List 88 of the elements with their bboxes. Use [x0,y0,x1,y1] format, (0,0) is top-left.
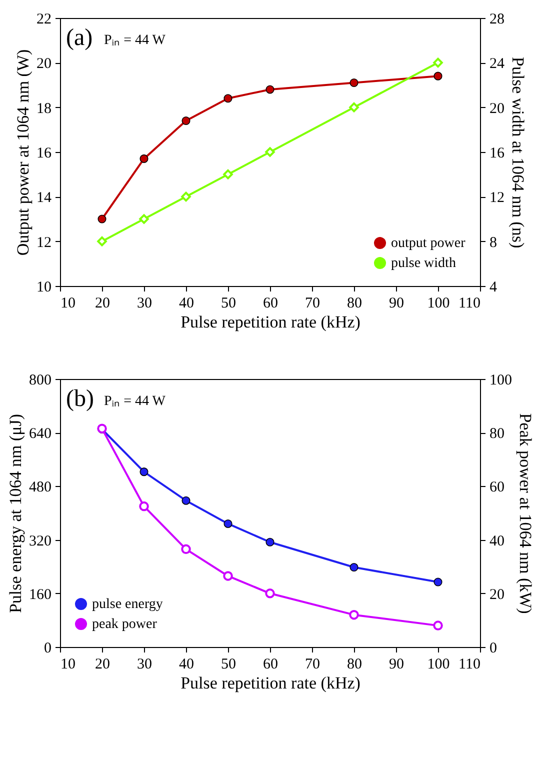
x-tick-label: 100 [427,296,450,312]
point [224,94,232,103]
x-tick-label: 80 [347,656,362,672]
y2-tick-label: 20 [490,586,504,603]
x-tick-label: 10 [60,296,76,312]
point [433,620,443,630]
y-tick-label: 14 [36,190,52,206]
point [181,192,191,202]
y-tick-label: 16 [36,146,52,162]
y2-tick-label: 100 [490,372,512,388]
x-tick-label: 110 [458,656,480,672]
point [434,578,442,586]
x-tick-label: 80 [347,296,362,312]
y-tick-label: 12 [36,234,52,251]
y-axis-title: Output power at 1064 nm (W) [14,49,32,256]
y-tick-label: 0 [44,640,52,656]
point [98,214,106,224]
point [434,72,442,80]
y-axis-title: Pulse energy at 1064 nm (μJ) [6,414,25,614]
point [265,147,275,157]
y2-tick-label: 4 [490,280,498,296]
x-tick-label: 40 [179,656,194,672]
point [224,519,232,528]
annotation: Pᵢₙ = 44 W [104,394,166,409]
point [140,468,148,476]
legend-label: pulse energy [92,597,163,612]
x-tick-label: 50 [221,296,236,312]
x-axis-title: Pulse repetition rate (kHz) [180,312,360,332]
y-tick-label: 10 [36,280,52,296]
legend-label: pulse width [391,256,456,271]
y-tick-label: 480 [29,480,52,496]
point [223,169,233,180]
annotation: Pᵢₙ = 44 W [104,33,166,48]
y2-tick-label: 28 [490,12,504,28]
point [266,538,274,546]
x-tick-label: 40 [179,296,194,312]
point [266,85,274,94]
y-tick-label: 320 [29,533,52,550]
y2-tick-label: 20 [490,100,504,117]
x-tick-label: 90 [389,656,404,672]
y-tick-label: 640 [29,426,52,442]
point [349,102,359,112]
x-tick-label: 50 [221,656,236,672]
point [350,563,358,572]
point [349,610,359,620]
point [140,154,148,163]
x-tick-label: 90 [389,296,404,312]
point [139,214,149,224]
point [181,544,191,554]
y2-tick-label: 24 [490,56,505,72]
point [433,58,443,68]
y2-tick-label: 80 [490,426,504,442]
point [139,501,149,512]
point [223,571,233,581]
point [182,116,190,125]
x-tick-label: 30 [137,656,152,672]
x-tick-label: 70 [305,656,320,672]
annotation: (b) [66,386,94,412]
legend-label: output power [391,236,466,251]
y-tick-label: 22 [36,12,52,28]
x-tick-label: 20 [95,296,110,312]
y2-tick-label: 40 [490,533,504,550]
x-axis-title: Pulse repetition rate (kHz) [180,674,360,692]
point [265,588,275,598]
x-tick-label: 60 [263,656,278,672]
x-tick-label: 110 [458,296,480,312]
x-tick-label: 10 [60,656,76,672]
legend-label: peak power [92,617,158,632]
point [97,236,107,246]
x-tick-label: 60 [263,296,278,312]
x-tick-label: 70 [305,296,320,312]
y2-axis-title: Pulse width at 1064 nm (ns) [508,56,528,248]
y-tick-label: 800 [29,372,52,388]
y2-tick-label: 0 [490,640,497,656]
x-tick-label: 30 [137,296,152,312]
point [182,496,190,505]
y-tick-label: 18 [36,100,52,117]
point [350,78,358,88]
x-tick-label: 100 [427,656,450,672]
y2-tick-label: 16 [490,146,505,162]
y2-tick-label: 60 [490,480,504,496]
y2-axis-title: Peak power at 1064 nm (kW) [516,413,535,614]
x-tick-label: 20 [95,656,110,672]
y2-tick-label: 12 [490,190,504,206]
y-tick-label: 20 [36,56,52,72]
annotation: (a) [66,25,93,51]
y-tick-label: 160 [29,586,52,603]
y2-tick-label: 8 [490,234,497,251]
